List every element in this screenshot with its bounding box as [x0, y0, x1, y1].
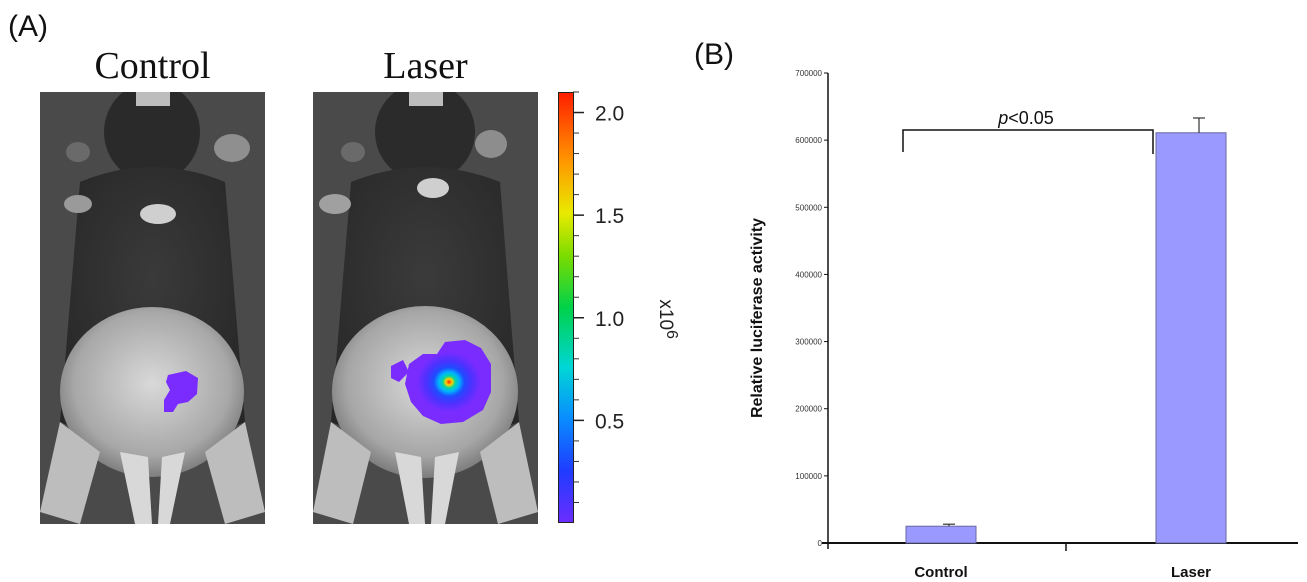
- colorbar-unit: x106: [654, 299, 681, 339]
- x-category-label: Control: [914, 564, 967, 581]
- colorbar-tick-label: 1.5: [595, 205, 624, 228]
- significance-label: p<0.05: [997, 108, 1054, 128]
- y-axis-title: Relative luciferase activity: [749, 218, 766, 418]
- control-mouse-image: [40, 92, 265, 524]
- y-tick-label: 200000: [795, 405, 822, 414]
- bar-laser: [1155, 132, 1227, 544]
- y-tick-label: 300000: [795, 338, 822, 347]
- y-tick-label: 500000: [795, 203, 822, 212]
- colorbar-tick-label: 0.5: [595, 410, 624, 433]
- significance-p: p: [997, 108, 1008, 128]
- panel-label-a: (A): [8, 10, 48, 43]
- y-tick-label: 400000: [795, 270, 822, 279]
- y-tick-label: 700000: [795, 69, 822, 78]
- panel-label-b: (B): [694, 38, 734, 71]
- significance-value: <0.05: [1008, 108, 1054, 128]
- bar-control: [905, 525, 977, 544]
- control-image-title: Control: [94, 45, 211, 87]
- colorbar-axis: 0.5 1.0 1.5 2.0: [573, 91, 624, 503]
- y-tick-label: 0: [818, 539, 823, 548]
- y-tick-label: 100000: [795, 472, 822, 481]
- colorbar: [558, 92, 574, 523]
- x-category-label: Laser: [1171, 564, 1211, 581]
- colorbar-tick-label: 2.0: [595, 103, 624, 126]
- bar-chart: 0 100000 200000 300000 400000 500000 600000 700…: [749, 69, 1298, 581]
- significance-bracket: [902, 129, 1154, 154]
- y-tick-label: 600000: [795, 136, 822, 145]
- colorbar-tick-label: 1.0: [595, 308, 624, 331]
- laser-mouse-image: [313, 92, 538, 524]
- laser-image-title: Laser: [383, 45, 468, 87]
